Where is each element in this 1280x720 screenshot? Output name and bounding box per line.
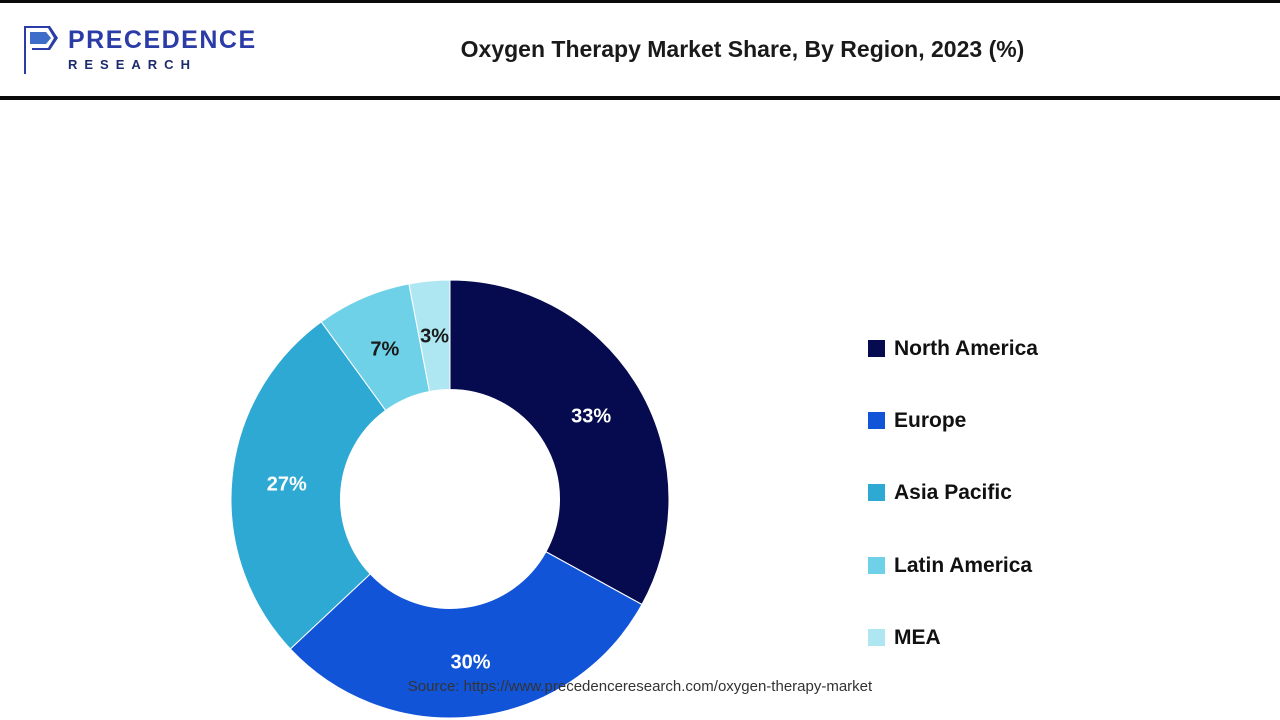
chart-title: Oxygen Therapy Market Share, By Region, … — [460, 36, 1025, 62]
slice-europe — [289, 551, 643, 719]
precedence-research-logo: PRECEDENCE RESEARCH — [0, 24, 255, 76]
legend-label: North America — [894, 337, 1038, 360]
slice-label: 3% — [420, 326, 449, 348]
chart-area: 33% 30% 27% 7% 3% North America Europe Asia Pa… — [0, 104, 1280, 719]
header: PRECEDENCE RESEARCH Oxygen Therapy Marke… — [0, 3, 1280, 100]
legend-swatch — [868, 340, 885, 358]
slice-label: 33% — [571, 406, 611, 428]
logo-text: PRECEDENCE RESEARCH — [68, 26, 257, 72]
footer: Source: https://www.precedenceresearch.c… — [0, 678, 1280, 695]
slice-mea — [408, 279, 451, 393]
legend-item-mea: MEA — [868, 625, 1038, 650]
slice-north-america — [449, 279, 670, 606]
chart-legend: North America Europe Asia Pacific Latin Ame… — [868, 336, 1038, 650]
slice-label: 30% — [451, 652, 491, 674]
legend-item-latin-america: Latin America — [868, 553, 1038, 578]
donut-chart: 33% 30% 27% 7% 3% — [230, 279, 670, 719]
title-wrap: Oxygen Therapy Market Share, By Region, … — [235, 36, 1280, 63]
logo-icon — [24, 25, 58, 74]
logo-wordmark: PRECEDENCE — [68, 26, 257, 55]
top-divider — [0, 0, 1280, 3]
legend-swatch — [868, 628, 885, 646]
logo-subtitle: RESEARCH — [68, 56, 197, 72]
source-text: Source: https://www.precedenceresearch.c… — [407, 678, 873, 695]
legend-item-asia-pacific: Asia Pacific — [868, 480, 1038, 505]
slice-label: 7% — [370, 338, 399, 360]
legend-swatch — [868, 484, 885, 502]
legend-swatch — [868, 412, 885, 430]
legend-swatch — [868, 556, 885, 574]
legend-label: Asia Pacific — [894, 481, 1012, 505]
legend-item-north-america: North America — [868, 336, 1038, 361]
slice-asia-pacific — [230, 321, 387, 650]
legend-label: Latin America — [894, 553, 1033, 577]
legend-item-europe: Europe — [868, 408, 1038, 433]
legend-label: MEA — [894, 625, 941, 649]
legend-label: Europe — [894, 409, 967, 433]
slice-label: 27% — [267, 474, 307, 496]
